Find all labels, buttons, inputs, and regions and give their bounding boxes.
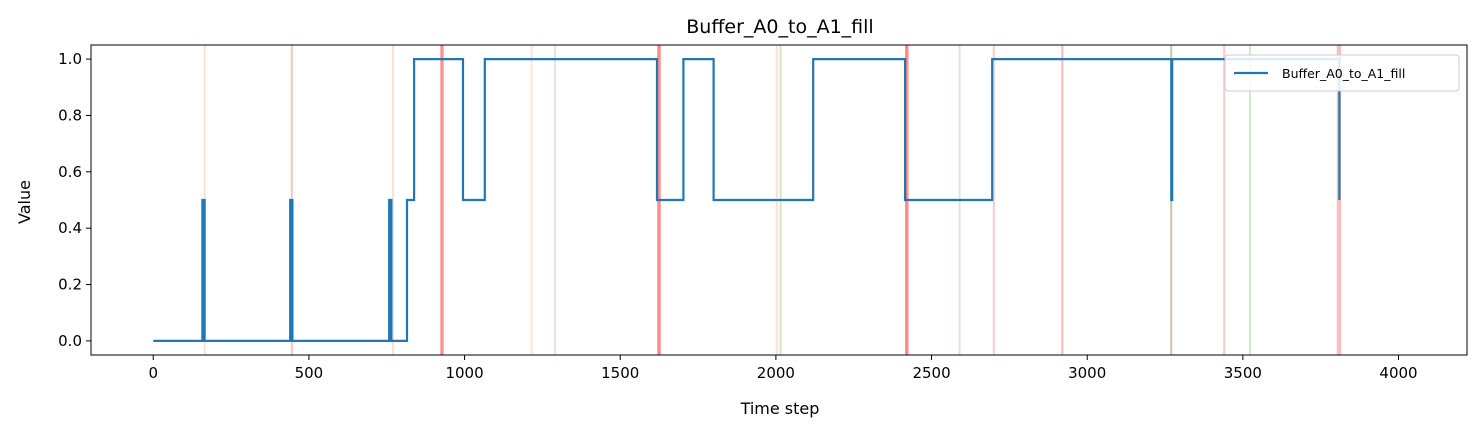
y-tick-label: 1.0 bbox=[58, 50, 82, 68]
legend: Buffer_A0_to_A1_fill bbox=[1224, 54, 1460, 92]
x-tick-label: 1000 bbox=[445, 364, 483, 382]
y-axis: 0.0 0.2 0.4 0.6 0.8 1.0 bbox=[58, 50, 91, 350]
y-tick-label: 0.2 bbox=[58, 276, 82, 294]
series-group bbox=[153, 58, 1341, 342]
y-tick-label: 0.4 bbox=[58, 219, 82, 237]
x-tick-label: 2500 bbox=[912, 364, 950, 382]
x-tick-label: 1500 bbox=[601, 364, 639, 382]
legend-box bbox=[1224, 54, 1460, 92]
legend-entry: Buffer_A0_to_A1_fill bbox=[1282, 66, 1405, 81]
x-axis: 0 500 1000 1500 2000 2500 3000 3500 4000 bbox=[148, 355, 1418, 382]
y-axis-label: Value bbox=[15, 180, 34, 224]
x-tick-label: 3000 bbox=[1068, 364, 1106, 382]
x-tick-label: 2000 bbox=[757, 364, 795, 382]
y-tick-label: 0.8 bbox=[58, 106, 82, 124]
x-tick-label: 4000 bbox=[1379, 364, 1417, 382]
x-tick-label: 3500 bbox=[1224, 364, 1262, 382]
x-axis-label: Time step bbox=[740, 399, 820, 418]
y-tick-label: 0.0 bbox=[58, 332, 82, 350]
chart-title: Buffer_A0_to_A1_fill bbox=[686, 16, 873, 38]
y-tick-label: 0.6 bbox=[58, 163, 82, 181]
x-tick-label: 500 bbox=[295, 364, 324, 382]
x-tick-label: 0 bbox=[148, 364, 158, 382]
axes-frame bbox=[90, 44, 1468, 356]
series-line-0 bbox=[153, 58, 1341, 342]
